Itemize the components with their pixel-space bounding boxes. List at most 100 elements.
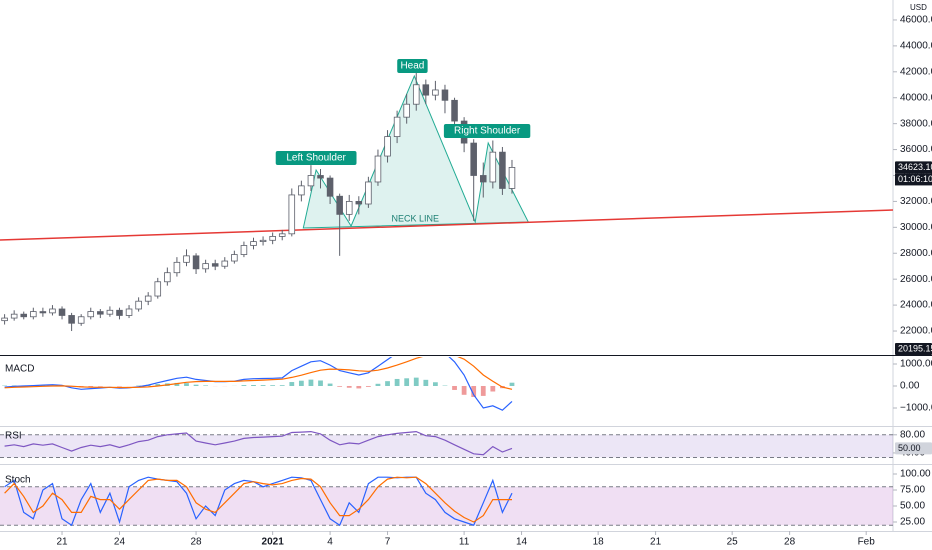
y-tick-label: 32000.00 xyxy=(900,196,932,207)
stoch-line xyxy=(4,476,513,527)
candle-body xyxy=(10,313,18,319)
y-tick-label: 26000.00 xyxy=(900,274,932,285)
y-tick-label: −1000.00 xyxy=(900,403,932,414)
histogram-bar xyxy=(270,385,276,386)
x-tick-label: 21 xyxy=(650,537,662,548)
histogram-bar xyxy=(308,379,314,386)
y-tick-label: 100.00 xyxy=(900,469,931,480)
candle-body xyxy=(451,99,458,122)
histogram-bar xyxy=(88,385,94,387)
annotation-box xyxy=(275,150,357,165)
candle-body xyxy=(259,239,267,242)
histogram-bar xyxy=(279,385,285,386)
x-tick-label: 25 xyxy=(727,537,739,548)
neckline xyxy=(0,209,893,241)
histogram-bar xyxy=(318,380,323,386)
candle-body xyxy=(499,151,506,189)
candle-body xyxy=(97,311,104,315)
y-tick-label: 46000.00 xyxy=(900,15,932,26)
candle-body xyxy=(278,233,286,237)
candle-body xyxy=(154,281,162,297)
candle-body xyxy=(183,255,190,263)
y-tick-label: 22000.00 xyxy=(900,326,932,337)
candle-body xyxy=(479,175,487,183)
y-tick-label: 50.00 xyxy=(900,501,925,512)
candle-body xyxy=(192,255,200,270)
y-tick-label: 38000.00 xyxy=(900,118,932,129)
histogram-bar xyxy=(356,385,362,389)
low-tag-bg xyxy=(895,343,932,355)
histogram-bar xyxy=(327,383,333,386)
candle-body xyxy=(508,167,516,189)
y-tick-label: 44000.00 xyxy=(900,41,932,52)
histogram-bar xyxy=(203,385,209,386)
histogram-bar xyxy=(490,385,496,392)
axes: 21 24 28 2021 4 7 11 14 18 21 25 28 Feb 22000.00 24000… xyxy=(5,3,932,548)
candle-body xyxy=(116,309,123,316)
candle-body xyxy=(298,185,305,196)
histogram-bar xyxy=(385,381,390,386)
y-tick-label: 28000.00 xyxy=(900,248,932,259)
x-tick-label: 18 xyxy=(593,537,605,548)
candle-body xyxy=(68,315,75,324)
histogram-bar xyxy=(260,385,266,386)
candle-body xyxy=(317,175,324,179)
countdown: 01:06:10 xyxy=(898,174,932,184)
neckline-label: NECK LINE xyxy=(392,213,440,223)
candle-body xyxy=(20,313,28,318)
candle-body xyxy=(393,116,401,138)
y-tick-label: 0.00 xyxy=(900,381,920,392)
pane-title: RSI xyxy=(5,431,22,442)
candle-body xyxy=(489,151,497,183)
x-tick-label: 4 xyxy=(327,537,333,548)
pane-title: MACD xyxy=(5,364,34,375)
candle-body xyxy=(77,316,85,324)
y-tick-label: 80.00 xyxy=(900,429,925,440)
histogram-bar xyxy=(298,380,304,386)
candle-body xyxy=(250,241,257,246)
candle-body xyxy=(125,308,133,316)
low-tag: 20195.15 xyxy=(898,343,932,353)
x-tick-label: 28 xyxy=(190,537,202,548)
price-tag: 34623.10 xyxy=(898,162,932,172)
histogram-bar xyxy=(184,383,189,386)
y-tick-label: 40000.00 xyxy=(900,92,932,103)
annotation-box xyxy=(397,58,428,73)
histogram-bar xyxy=(404,378,410,386)
candle-body xyxy=(221,260,229,267)
stoch-pane xyxy=(0,476,893,527)
histogram-bar xyxy=(155,384,161,386)
candle-body xyxy=(374,155,382,183)
candle-body xyxy=(1,317,8,322)
rsi-line xyxy=(4,430,513,456)
annotation-label: Head xyxy=(400,61,424,72)
x-tick-label: 24 xyxy=(114,537,126,548)
rsi-pane xyxy=(0,430,893,458)
candle-body xyxy=(231,254,238,262)
histogram-bar xyxy=(174,382,180,386)
candle-body xyxy=(345,201,353,215)
candle-body xyxy=(288,194,296,235)
histogram-bar xyxy=(413,377,419,386)
annotation-box xyxy=(443,124,531,139)
pattern-fill xyxy=(302,74,530,229)
candle-body xyxy=(365,181,372,205)
pane-title: Stoch xyxy=(5,475,31,486)
y-tick-label: 42000.00 xyxy=(900,66,932,77)
candle-body xyxy=(39,311,47,314)
rsi-tag-bg xyxy=(895,442,932,455)
x-tick-label: 28 xyxy=(784,537,796,548)
candle-body xyxy=(164,272,171,283)
histogram-bar xyxy=(346,385,352,388)
x-tick-label: 2021 xyxy=(262,537,285,548)
histogram-bar xyxy=(365,385,371,387)
candle-body xyxy=(412,84,420,105)
candle-body xyxy=(326,177,334,197)
histogram-bar xyxy=(375,383,381,386)
candle-body xyxy=(432,89,439,96)
candle-body xyxy=(422,84,430,96)
candle-body xyxy=(240,245,248,255)
price-pane: Left Shoulder Head Right Shoulder NECK LINE xyxy=(0,58,893,332)
candle-body xyxy=(87,311,95,318)
